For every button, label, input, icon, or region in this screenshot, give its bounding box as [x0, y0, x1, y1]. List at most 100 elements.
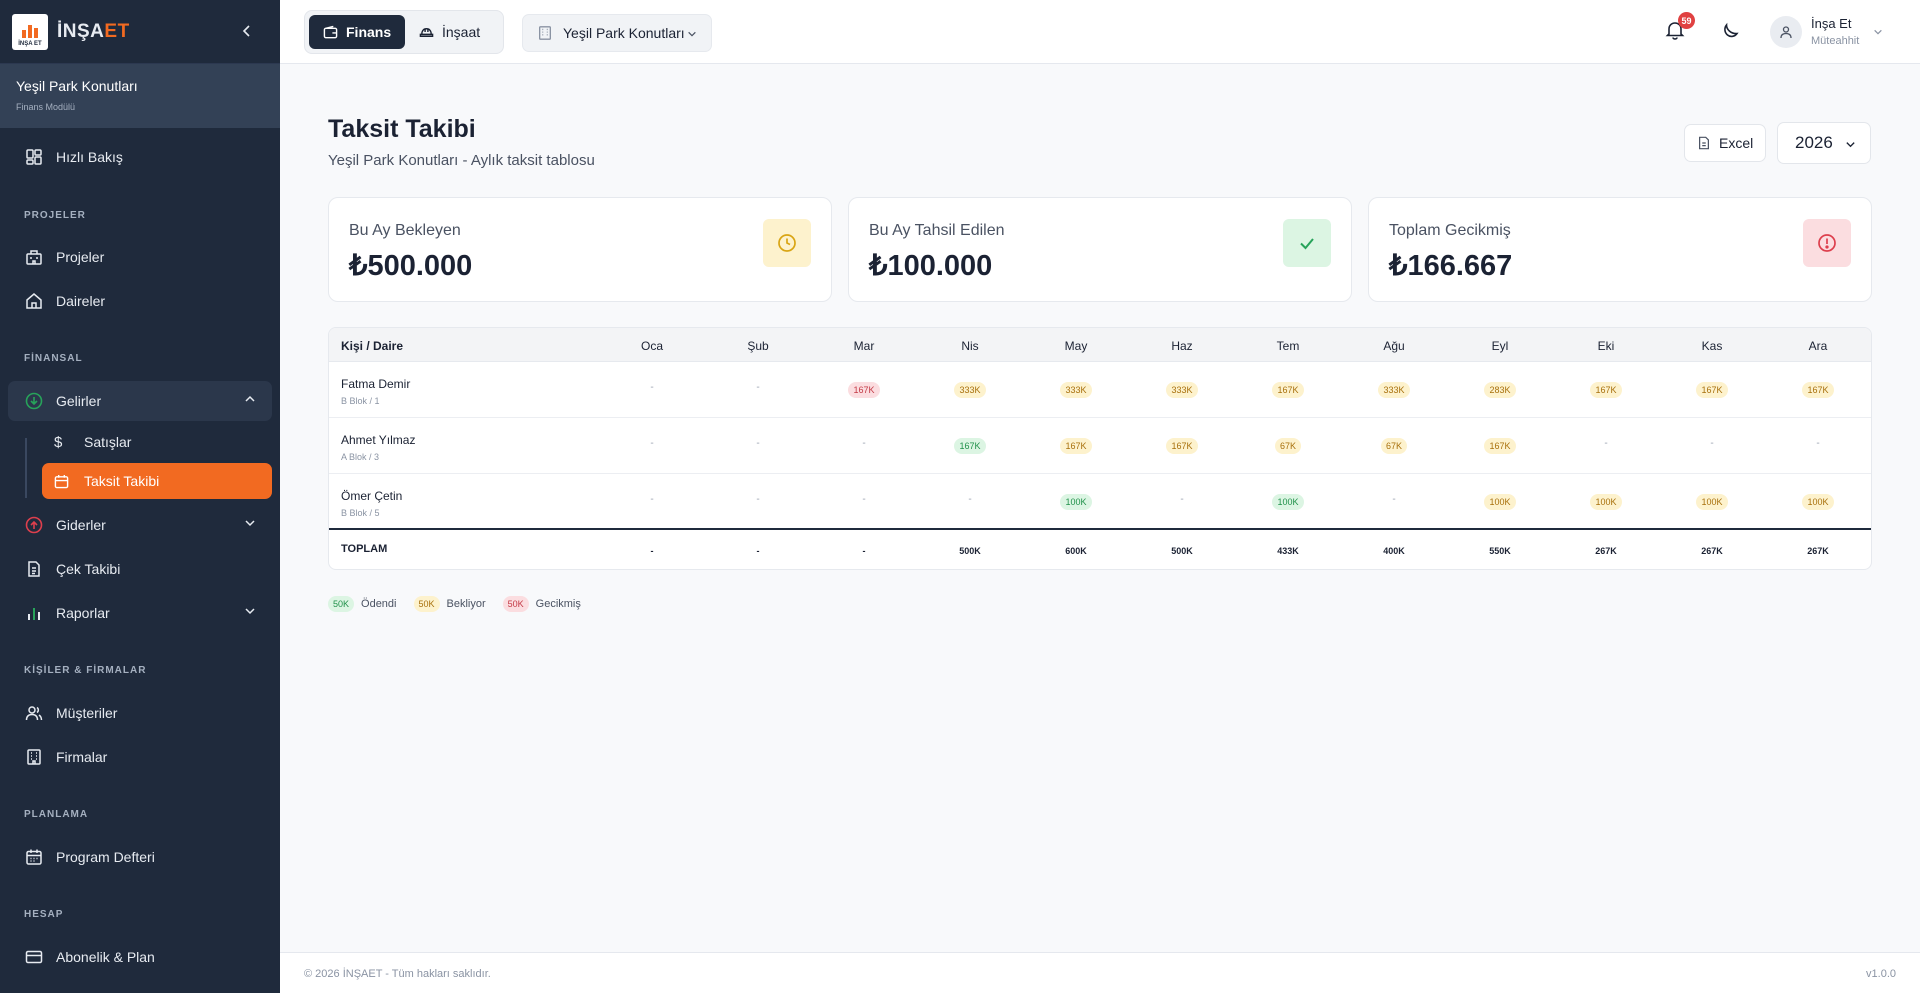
- installment-cell: -: [930, 494, 1010, 505]
- sidebar-item-customers[interactable]: Müşteriler: [8, 693, 272, 733]
- installment-cell[interactable]: 100K: [1460, 494, 1540, 510]
- notifications-button[interactable]: [1664, 19, 1690, 45]
- sidebar-item-companies[interactable]: Firmalar: [8, 737, 272, 777]
- installment-pill[interactable]: 167K: [1060, 438, 1092, 454]
- tab-finance[interactable]: Finans: [309, 15, 406, 49]
- installment-cell[interactable]: 283K: [1460, 382, 1540, 398]
- total-cell: 267K: [1595, 546, 1617, 556]
- installment-pill[interactable]: 67K: [1274, 438, 1301, 454]
- installment-cell[interactable]: 100K: [1036, 494, 1116, 510]
- installment-cell[interactable]: 167K: [1036, 438, 1116, 454]
- empty-value: -: [650, 494, 654, 505]
- collapse-sidebar-button[interactable]: [236, 20, 258, 42]
- installment-pill[interactable]: 167K: [848, 382, 880, 398]
- installment-pill[interactable]: 333K: [954, 382, 986, 398]
- table-header: Kişi / Daire Oca Şub Mar Nis May Haz Tem Ağu Eyl…: [329, 328, 1871, 362]
- sidebar-item-income[interactable]: Gelirler: [8, 381, 272, 421]
- installment-cell: -: [1778, 438, 1858, 449]
- logo: İNŞA ET: [12, 13, 48, 50]
- current-project[interactable]: Yeşil Park Konutları Finans Modülü: [0, 64, 280, 128]
- column-header-month: Oca: [640, 339, 663, 353]
- installment-pill[interactable]: 333K: [1378, 382, 1410, 398]
- sidebar-item-expenses[interactable]: Giderler: [8, 505, 272, 545]
- installment-pill[interactable]: 167K: [1696, 382, 1728, 398]
- card-pending: Bu Ay Bekleyen ₺500.000: [328, 197, 832, 302]
- installment-pill[interactable]: 167K: [954, 438, 986, 454]
- installment-cell[interactable]: 167K: [1248, 382, 1328, 398]
- installment-cell[interactable]: 167K: [1142, 438, 1222, 454]
- bar-chart-icon: [24, 603, 44, 623]
- installment-pill[interactable]: 67K: [1380, 438, 1407, 454]
- sidebar-item-program[interactable]: Program Defteri: [8, 837, 272, 877]
- avatar[interactable]: [1770, 16, 1802, 48]
- installment-cell[interactable]: 100K: [1248, 494, 1328, 510]
- legend-pill: 50K: [502, 596, 529, 612]
- installment-pill[interactable]: 167K: [1484, 438, 1516, 454]
- office-building-icon: [24, 747, 44, 767]
- installment-cell[interactable]: 167K: [1778, 382, 1858, 398]
- card-label: Bu Ay Tahsil Edilen: [869, 222, 1005, 239]
- total-cell: -: [756, 546, 760, 556]
- installment-pill[interactable]: 333K: [1166, 382, 1198, 398]
- installment-pill[interactable]: 167K: [1802, 382, 1834, 398]
- installment-cell[interactable]: 333K: [930, 382, 1010, 398]
- sidebar-item-projects[interactable]: Projeler: [8, 237, 272, 277]
- installment-cell[interactable]: 167K: [1460, 438, 1540, 454]
- empty-value: -: [756, 494, 760, 505]
- theme-toggle[interactable]: [1720, 20, 1742, 47]
- installment-pill[interactable]: 100K: [1484, 494, 1516, 510]
- installment-cell[interactable]: 167K: [824, 382, 904, 398]
- tab-construction[interactable]: İnşaat: [405, 15, 494, 49]
- sidebar-item-quick-view[interactable]: Hızlı Bakış: [8, 137, 272, 177]
- sidebar-item-checks[interactable]: Çek Takibi: [8, 549, 272, 589]
- installment-pill[interactable]: 167K: [1272, 382, 1304, 398]
- sidebar-item-subscription[interactable]: Abonelik & Plan: [8, 937, 272, 977]
- installment-pill[interactable]: 100K: [1590, 494, 1622, 510]
- installment-pill[interactable]: 283K: [1484, 382, 1516, 398]
- installment-cell[interactable]: 333K: [1142, 382, 1222, 398]
- section-account: HESAP: [24, 909, 64, 920]
- sidebar-item-label: Raporlar: [56, 605, 110, 621]
- sidebar-item-installments[interactable]: Taksit Takibi: [42, 463, 272, 499]
- chevron-down-icon: [245, 608, 255, 615]
- installment-pill[interactable]: 167K: [1166, 438, 1198, 454]
- installment-pill[interactable]: 100K: [1272, 494, 1304, 510]
- installment-pill[interactable]: 100K: [1802, 494, 1834, 510]
- sidebar-item-reports[interactable]: Raporlar: [8, 593, 272, 633]
- table-row[interactable]: Ömer Çetin B Blok / 5 - - - - 100K - 100K - 100K 10…: [329, 474, 1871, 530]
- installment-cell[interactable]: 167K: [1566, 382, 1646, 398]
- unit-label: A Blok / 3: [341, 452, 380, 462]
- installment-cell[interactable]: 333K: [1354, 382, 1434, 398]
- total-cell: 550K: [1489, 546, 1511, 556]
- total-label: TOPLAM: [341, 543, 388, 555]
- legend-pill: 50K: [328, 596, 355, 612]
- project-select[interactable]: Yeşil Park Konutları: [522, 14, 712, 52]
- document-icon: [24, 559, 44, 579]
- installment-pill[interactable]: 100K: [1060, 494, 1092, 510]
- installment-cell[interactable]: 67K: [1354, 438, 1434, 454]
- tab-construction-label: İnşaat: [442, 24, 481, 40]
- installment-cell[interactable]: 100K: [1778, 494, 1858, 510]
- installment-cell[interactable]: 167K: [930, 438, 1010, 454]
- installment-cell[interactable]: 100K: [1566, 494, 1646, 510]
- sidebar-item-units[interactable]: Daireler: [8, 281, 272, 321]
- table-row[interactable]: Fatma Demir B Blok / 1 - - 167K 333K 333K 333K 1…: [329, 362, 1871, 418]
- column-header-month: Nis: [961, 339, 979, 353]
- chevron-left-icon: [242, 25, 250, 37]
- installment-cell[interactable]: 167K: [1672, 382, 1752, 398]
- installment-pill[interactable]: 333K: [1060, 382, 1092, 398]
- installment-pill[interactable]: 100K: [1696, 494, 1728, 510]
- installment-cell: -: [824, 494, 904, 505]
- legend-pill: 50K: [413, 596, 440, 612]
- sidebar-item-sales[interactable]: $ Satışlar: [42, 424, 272, 460]
- installment-cell[interactable]: 333K: [1036, 382, 1116, 398]
- excel-export-button[interactable]: Excel: [1684, 124, 1766, 162]
- installment-pill[interactable]: 167K: [1590, 382, 1622, 398]
- table-row[interactable]: Ahmet Yılmaz A Blok / 3 - - - 167K 167K 167K 67K…: [329, 418, 1871, 474]
- year-select[interactable]: 2026: [1777, 122, 1871, 164]
- check-icon: [1283, 219, 1331, 267]
- installment-cell[interactable]: 67K: [1248, 438, 1328, 454]
- installment-cell[interactable]: 100K: [1672, 494, 1752, 510]
- current-project-name: Yeşil Park Konutları: [16, 78, 138, 94]
- calendar-grid-icon: [24, 847, 44, 867]
